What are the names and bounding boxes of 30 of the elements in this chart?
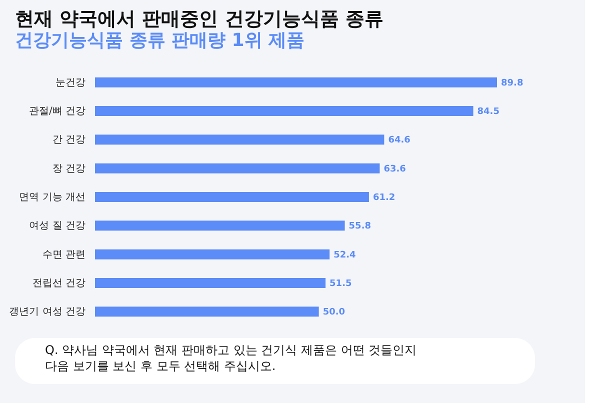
bar: [95, 220, 345, 231]
data-label: 89.8: [501, 78, 524, 88]
y-tick-label: 눈건강: [56, 77, 86, 88]
data-label: 55.8: [348, 222, 372, 232]
data-label: 64.6: [388, 136, 410, 146]
y-tick-label: 갱년기 여성 건강: [9, 306, 86, 318]
y-tick-label: 여성 질 건강: [29, 220, 86, 232]
y-tick-label: 전립선 건강: [32, 278, 86, 289]
data-label: 50.0: [322, 308, 346, 318]
y-tick-label: 관절/뼈 건강: [28, 106, 86, 117]
bar: [95, 106, 474, 116]
data-label: 63.6: [384, 164, 406, 174]
bar: [95, 77, 497, 88]
y-tick-label: 간 건강: [52, 134, 86, 146]
bar: [95, 249, 330, 260]
chart-title: 현재 약국에서 판매중인 건강기능식품 종류: [15, 8, 384, 30]
bar: [95, 278, 326, 288]
y-tick-label: 면역 기능 개선: [19, 192, 86, 203]
bar: [95, 163, 380, 174]
data-label: 51.5: [330, 279, 352, 289]
data-label: 61.2: [372, 193, 396, 203]
y-tick-label: 장 건강: [52, 163, 86, 174]
bar: [95, 192, 369, 202]
data-label: 52.4: [334, 250, 356, 260]
text: Q. 약사님 약국에서 현재 판매하고 있는 건기식 제품은 어떤 것들인지 다음 보기를 보신 후 모두 선택해 주십시오.: [45, 343, 417, 373]
chart-subtitle: 건강기능식품 종류 판매량 1위 제품: [15, 30, 305, 51]
bar: [95, 134, 384, 145]
data-label: 84.5: [477, 107, 500, 117]
y-tick-label: 수면 관련: [42, 249, 86, 260]
bar: [95, 306, 319, 317]
